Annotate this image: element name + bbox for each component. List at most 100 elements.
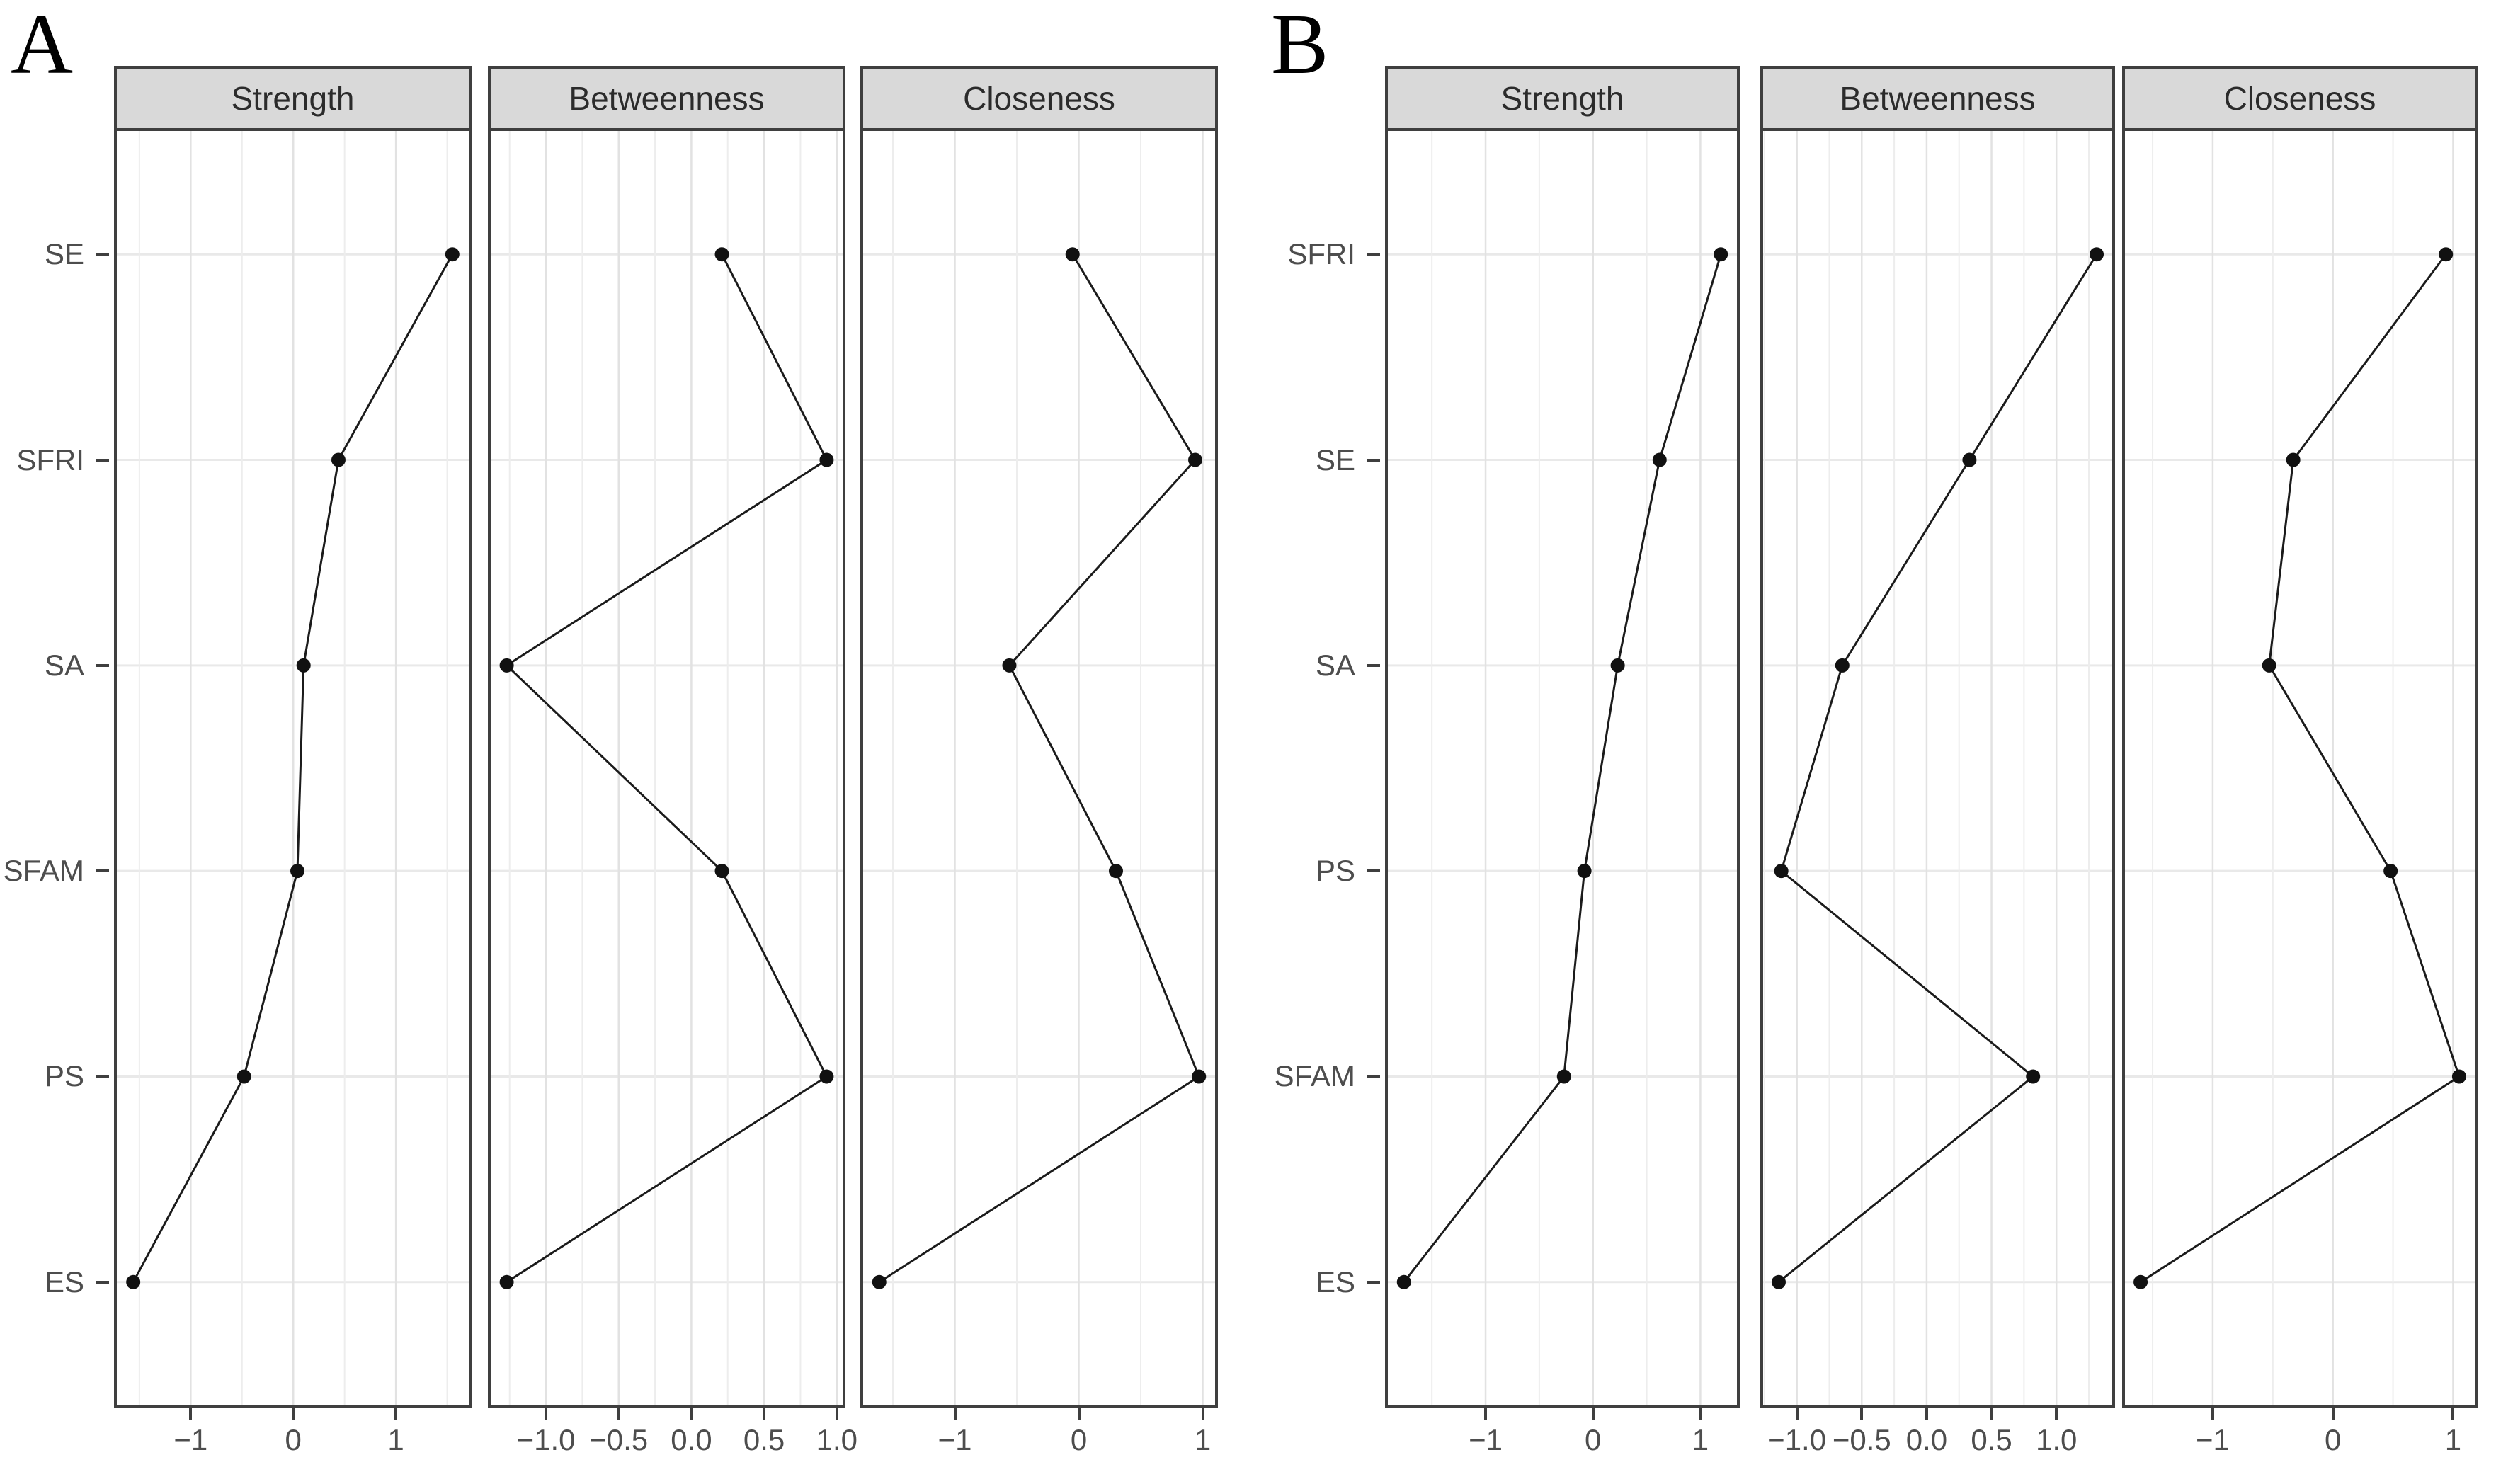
y-axis-tick	[1367, 869, 1380, 873]
data-point-ps	[1774, 864, 1789, 879]
facet-strip-strength: Strength	[1385, 66, 1740, 131]
y-axis-tick	[96, 869, 109, 873]
x-axis-tick	[690, 1408, 693, 1420]
facet-plot-area	[117, 131, 469, 1405]
y-axis-label-sa: SA	[1315, 648, 1355, 682]
y-axis-label-se: SE	[1315, 443, 1355, 476]
facet-plot-area	[1388, 131, 1737, 1405]
facet-title: Closeness	[2223, 80, 2376, 117]
data-point-se	[445, 247, 460, 262]
x-axis-tick	[2331, 1408, 2335, 1420]
data-point-sa	[499, 658, 514, 673]
x-axis-tick	[2055, 1408, 2058, 1420]
y-axis-label-ps: PS	[44, 1059, 84, 1093]
x-axis-tick-label: 1.0	[2035, 1423, 2078, 1456]
y-axis-tick	[1367, 1075, 1380, 1078]
data-point-sfam	[1556, 1069, 1571, 1084]
data-point-ps	[237, 1069, 251, 1084]
facet-plot-area	[2125, 131, 2475, 1405]
x-axis-tick	[1077, 1408, 1081, 1420]
data-point-es	[126, 1274, 141, 1289]
x-axis-tick-label: −1	[938, 1423, 972, 1456]
facet-panel-closeness	[860, 128, 1218, 1408]
panel-b-label: B	[1271, 0, 1329, 92]
x-axis-tick-label: 0.5	[743, 1423, 785, 1456]
y-axis-tick	[96, 663, 109, 667]
x-axis-tick	[1990, 1408, 1993, 1420]
x-axis-tick	[394, 1408, 398, 1420]
x-axis-tick-label: 1.0	[816, 1423, 857, 1456]
data-point-sfam	[1109, 864, 1123, 879]
data-point-sa	[1835, 658, 1850, 673]
y-axis-label-se: SE	[44, 237, 84, 271]
x-axis-tick-label: 0.0	[671, 1423, 712, 1456]
facet-strip-strength: Strength	[114, 66, 472, 131]
facet-title: Strength	[231, 80, 355, 117]
y-axis-tick	[96, 1075, 109, 1078]
data-point-sa	[1002, 658, 1017, 673]
facet-strip-closeness: Closeness	[2122, 66, 2478, 131]
x-axis-tick	[1484, 1408, 1488, 1420]
x-axis-tick	[1591, 1408, 1595, 1420]
x-axis-tick	[953, 1408, 957, 1420]
data-point-es	[1396, 1274, 1411, 1289]
x-axis-tick-label: −1.0	[516, 1423, 576, 1456]
x-axis-tick	[1699, 1408, 1702, 1420]
x-axis-tick-label: −1.0	[1767, 1423, 1827, 1456]
x-axis-tick-label: 0	[2324, 1423, 2342, 1456]
y-axis-tick	[1367, 1280, 1380, 1284]
y-axis-tick	[96, 253, 109, 256]
x-axis-tick	[292, 1408, 295, 1420]
x-axis-tick-label: 1	[387, 1423, 404, 1456]
y-axis-tick	[1367, 663, 1380, 667]
facet-strip-betweenness: Betweenness	[1760, 66, 2115, 131]
x-axis-tick	[2451, 1408, 2455, 1420]
y-axis-label-es: ES	[44, 1265, 84, 1298]
data-point-sa	[1610, 658, 1625, 673]
x-axis-tick	[763, 1408, 766, 1420]
x-axis-tick	[617, 1408, 620, 1420]
facet-title: Betweenness	[1840, 80, 2036, 117]
y-axis-label-sfam: SFAM	[1274, 1059, 1355, 1093]
data-point-sfri	[2090, 247, 2104, 262]
y-axis-label-es: ES	[1315, 1265, 1355, 1298]
x-axis-tick-label: −1	[2195, 1423, 2230, 1456]
x-axis-tick-label: 1	[2444, 1423, 2462, 1456]
data-point-sfri	[819, 452, 834, 467]
x-axis-tick-label: −0.5	[589, 1423, 649, 1456]
data-point-se	[1065, 247, 1080, 262]
facet-panel-betweenness	[488, 128, 845, 1408]
data-point-es	[872, 1274, 887, 1289]
facet-panel-closeness	[2122, 128, 2478, 1408]
y-axis-tick	[1367, 458, 1380, 462]
x-axis-tick	[1925, 1408, 1928, 1420]
data-point-sa	[2262, 658, 2276, 673]
x-axis-tick	[545, 1408, 548, 1420]
data-point-ps	[1192, 1069, 1207, 1084]
x-axis-tick-label: −1	[1469, 1423, 1503, 1456]
x-axis-tick-label: 0	[1070, 1423, 1088, 1456]
data-point-sfri	[1714, 247, 1728, 262]
data-point-sfri	[2439, 247, 2454, 262]
facet-panel-strength	[1385, 128, 1740, 1408]
data-point-se	[1962, 452, 1977, 467]
y-axis-tick	[96, 1280, 109, 1284]
x-axis-tick	[2211, 1408, 2214, 1420]
facet-title: Betweenness	[569, 80, 765, 117]
facet-plot-area	[863, 131, 1215, 1405]
x-axis-tick	[1201, 1408, 1204, 1420]
data-point-sfam	[714, 864, 729, 879]
x-axis-tick	[835, 1408, 838, 1420]
x-axis-tick	[1860, 1408, 1864, 1420]
data-point-se	[714, 247, 729, 262]
data-point-ps	[2383, 864, 2398, 879]
data-point-es	[499, 1274, 514, 1289]
y-axis-label-ps: PS	[1315, 854, 1355, 888]
x-axis-tick	[1795, 1408, 1799, 1420]
x-axis-tick-label: 1	[1194, 1423, 1212, 1456]
x-axis-tick-label: 0.5	[1971, 1423, 2012, 1456]
facet-plot-area	[1763, 131, 2112, 1405]
data-point-sfam	[2026, 1069, 2041, 1084]
data-point-ps	[1577, 864, 1592, 879]
